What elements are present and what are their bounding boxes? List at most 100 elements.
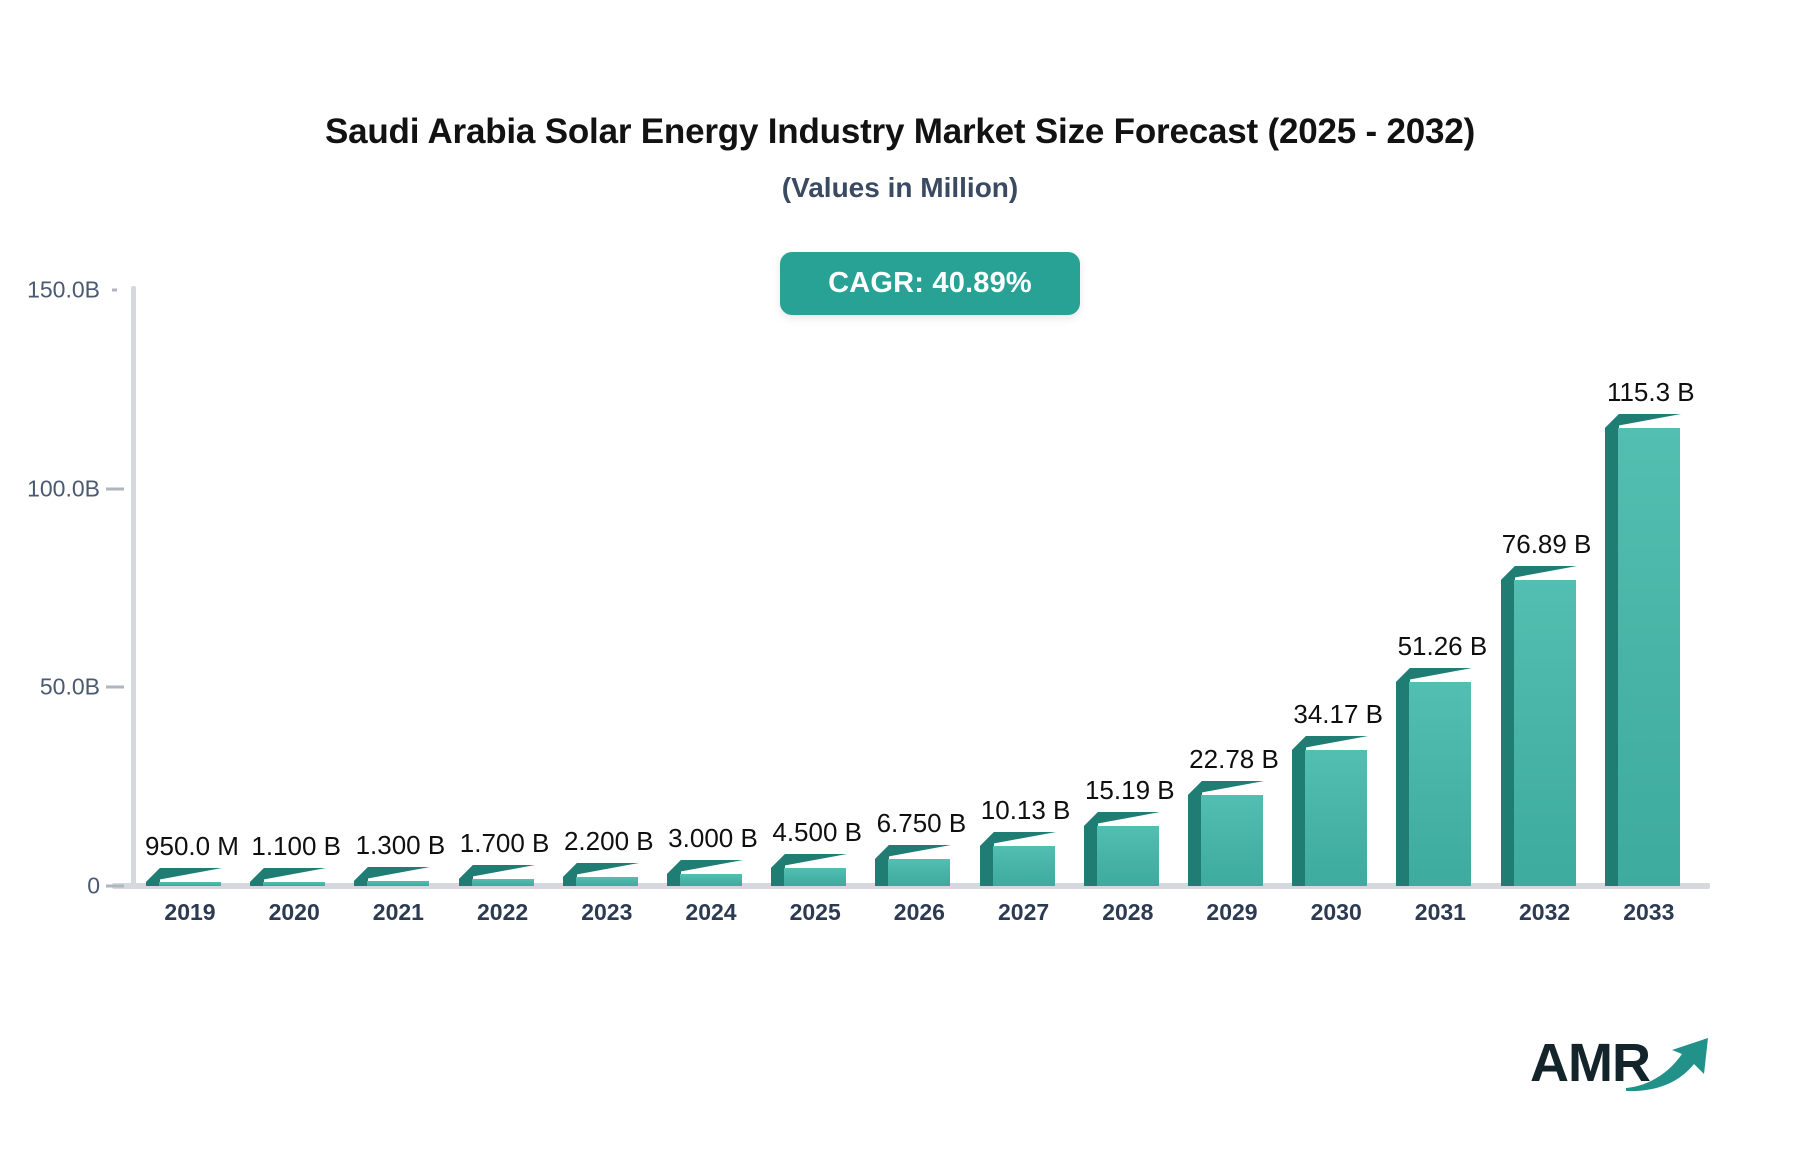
x-axis-line <box>112 883 1710 889</box>
bar-front-face <box>1409 682 1472 886</box>
bar-front-face <box>263 881 326 886</box>
bar-value-label-2025: 4.500 B <box>772 817 863 848</box>
bar-front-face <box>575 877 638 886</box>
bar-value-label-2032: 76.89 B <box>1501 529 1592 560</box>
bar-side-face <box>1604 427 1619 886</box>
y-tick-mark <box>106 487 124 491</box>
bar-side-face <box>146 882 160 886</box>
bar-value-label-2031: 51.26 B <box>1397 631 1488 662</box>
bar-side-face <box>458 879 473 886</box>
bar-2030[interactable] <box>1292 736 1369 886</box>
y-tick-label: 150.0B <box>27 276 100 303</box>
cagr-badge-label: CAGR: 40.89% <box>828 267 1032 299</box>
x-tick-label: 2028 <box>1102 899 1154 925</box>
y-tick-label: 0 <box>87 872 100 899</box>
bar-top-face <box>146 868 222 882</box>
y-tick-mark <box>106 685 124 689</box>
x-tick-label: 2020 <box>268 899 320 925</box>
bar-front-face <box>888 859 951 886</box>
bar-top-face <box>1500 566 1577 581</box>
bar-side-face <box>1083 825 1098 886</box>
bar-2020[interactable] <box>250 867 327 886</box>
bar-value-label-2019: 950.0 M <box>145 831 239 861</box>
bar-2031[interactable] <box>1396 668 1473 886</box>
bar-front-face <box>1617 427 1680 886</box>
bar-2027[interactable] <box>979 831 1056 886</box>
x-tick-label: 2027 <box>998 899 1050 925</box>
bar-top-face <box>250 867 327 882</box>
y-tick-label: 50.0B <box>39 673 100 700</box>
bar-side-face <box>979 845 994 886</box>
bar-2023[interactable] <box>562 863 639 886</box>
bar-top-face <box>458 865 535 880</box>
bar-front-face <box>367 880 430 886</box>
bar-2032[interactable] <box>1500 566 1577 886</box>
bar-top-face <box>1292 736 1369 751</box>
bar-value-label-2023: 2.200 B <box>563 826 654 857</box>
bar-top-face <box>1083 811 1160 826</box>
bar-front-face <box>680 874 742 886</box>
bar-front-face <box>992 845 1055 886</box>
amr-logo-text: AMR <box>1530 1033 1651 1093</box>
x-tick-label: 2023 <box>581 899 633 925</box>
bar-2021[interactable] <box>354 866 431 886</box>
bar-value-label-2020: 1.100 B <box>251 830 342 861</box>
bar-2033[interactable] <box>1604 413 1681 886</box>
bar-value-label-2028: 15.19 B <box>1084 774 1175 805</box>
x-tick-label: 2029 <box>1206 899 1258 925</box>
bar-side-face <box>1292 750 1307 886</box>
y-tick-label: 100.0B <box>27 475 100 502</box>
chart-subtitle: (Values in Million) <box>781 172 1019 203</box>
bar-side-face <box>1188 795 1202 886</box>
y-tick-mark <box>106 884 124 888</box>
bar-side-face <box>771 868 786 886</box>
cagr-badge: CAGR: 40.89% <box>780 252 1080 315</box>
bar-side-face <box>562 877 577 886</box>
bar-side-face <box>354 880 369 886</box>
bar-value-label-2027: 10.13 B <box>980 794 1071 825</box>
bar-2028[interactable] <box>1083 811 1160 886</box>
bar-value-label-2021: 1.300 B <box>355 829 446 860</box>
x-tick-label: 2024 <box>685 899 737 925</box>
bar-value-label-2024: 3.000 B <box>668 823 758 854</box>
bar-2025[interactable] <box>771 854 848 886</box>
bar-value-label-2030: 34.17 B <box>1293 699 1384 730</box>
bar-front-face <box>784 868 847 886</box>
bar-top-face <box>979 831 1056 846</box>
bar-side-face <box>667 874 681 886</box>
x-tick-label: 2021 <box>372 899 424 925</box>
bar-2024[interactable] <box>667 860 743 886</box>
growth-arrow-icon <box>1626 1038 1708 1092</box>
bar-front-face <box>1513 580 1576 886</box>
bar-2029[interactable] <box>1188 781 1264 886</box>
bar-top-face <box>1396 668 1473 683</box>
bar-front-face <box>1305 750 1368 886</box>
y-tick-mark <box>112 288 117 292</box>
bar-top-face <box>354 866 431 881</box>
bar-top-face <box>771 854 848 869</box>
bar-side-face <box>875 859 890 886</box>
bar-top-face <box>875 845 952 860</box>
bar-front-face <box>1201 795 1263 886</box>
bar-2026[interactable] <box>875 845 952 886</box>
bar-value-label-2029: 22.78 B <box>1189 744 1279 775</box>
x-tick-label: 2033 <box>1623 899 1675 925</box>
bar-value-label-2033: 115.3 B <box>1606 376 1695 407</box>
bar-top-face <box>667 860 743 875</box>
x-tick-label: 2031 <box>1414 899 1466 925</box>
x-tick-label: 2019 <box>164 899 216 925</box>
x-tick-label: 2022 <box>477 899 529 925</box>
bar-top-face <box>1604 413 1681 428</box>
bar-front-face <box>1096 825 1159 886</box>
bar-value-label-2026: 6.750 B <box>876 808 967 839</box>
bar-2022[interactable] <box>458 865 535 886</box>
y-axis-line <box>131 286 136 887</box>
page-title: Saudi Arabia Solar Energy Industry Marke… <box>324 112 1476 151</box>
x-tick-label: 2032 <box>1519 899 1571 925</box>
x-tick-label: 2025 <box>789 899 841 925</box>
x-tick-label: 2026 <box>893 899 945 925</box>
bar-value-label-2022: 1.700 B <box>459 828 550 859</box>
bar-2019[interactable] <box>146 868 222 886</box>
